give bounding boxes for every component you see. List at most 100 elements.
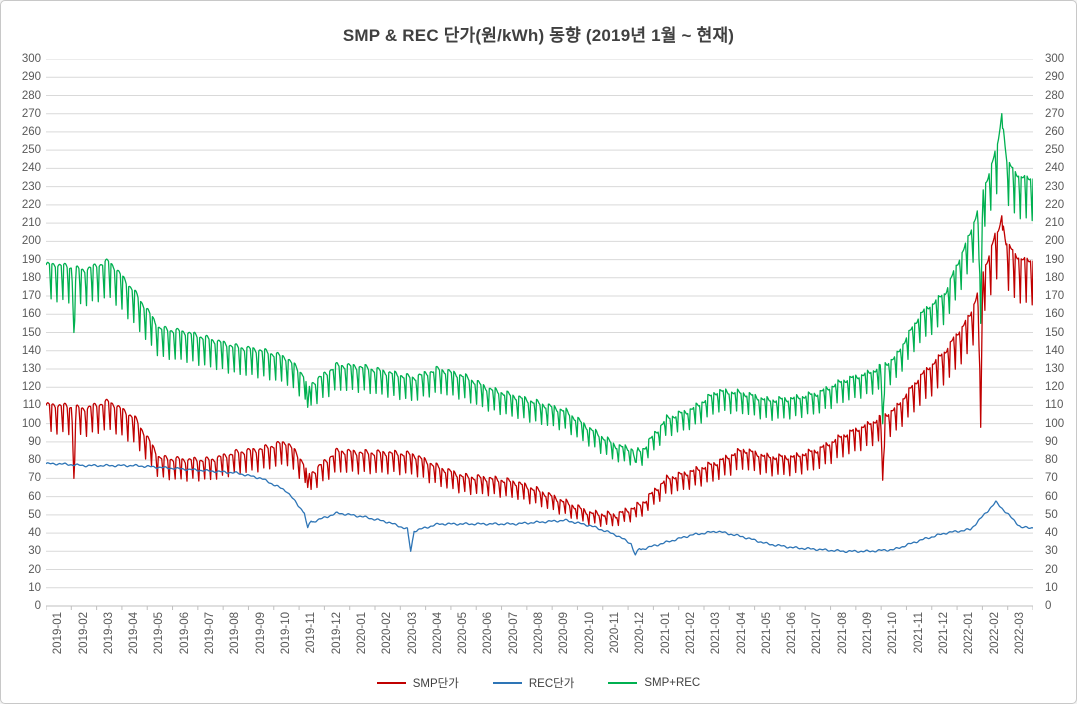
y-axis-tick-label-left: 0 bbox=[34, 600, 41, 612]
y-axis-tick-label-left: 210 bbox=[21, 217, 41, 230]
x-axis-tick-label: 2020-05 bbox=[457, 612, 470, 655]
x-axis-tick-label: 2019-10 bbox=[279, 612, 292, 655]
y-axis-tick-label-right: 160 bbox=[1045, 308, 1065, 321]
y-axis-tick-label-right: 240 bbox=[1045, 162, 1065, 175]
legend-label: SMP+REC bbox=[644, 677, 701, 689]
y-axis-tick-label-left: 300 bbox=[21, 53, 41, 65]
x-axis-tick-label: 2021-09 bbox=[862, 612, 874, 655]
y-axis-tick-label-left: 120 bbox=[21, 381, 41, 394]
x-axis-tick-label: 2019-09 bbox=[254, 612, 267, 655]
series-line-SMP단가 bbox=[46, 215, 1033, 527]
y-axis-tick-label-left: 200 bbox=[21, 235, 41, 248]
y-axis-tick-label-right: 110 bbox=[1045, 399, 1064, 412]
y-axis-tick-label-right: 300 bbox=[1045, 53, 1065, 65]
y-axis-tick-label-right: 200 bbox=[1045, 235, 1065, 248]
x-axis-tick-label: 2022-02 bbox=[988, 612, 1001, 655]
x-axis-tick-label: 2021-05 bbox=[760, 612, 773, 655]
y-axis-tick-label-left: 20 bbox=[28, 563, 41, 576]
y-axis-tick-label-left: 140 bbox=[21, 344, 41, 357]
y-axis-tick-label-left: 150 bbox=[21, 326, 41, 339]
x-axis-tick-label: 2020-12 bbox=[634, 612, 647, 655]
y-axis-tick-label-right: 280 bbox=[1045, 89, 1065, 102]
x-axis-tick-label: 2020-02 bbox=[381, 612, 394, 655]
x-axis-tick-label: 2021-06 bbox=[786, 612, 799, 655]
legend: SMP단가 REC단가 SMP+REC bbox=[1, 675, 1076, 691]
y-axis-tick-label-left: 80 bbox=[28, 454, 41, 467]
y-axis-tick-label-right: 90 bbox=[1045, 435, 1058, 448]
series-line-SMP+REC bbox=[46, 113, 1033, 466]
y-axis-tick-label-left: 250 bbox=[21, 144, 41, 157]
y-axis-tick-label-left: 220 bbox=[21, 198, 41, 211]
x-axis-tick-label: 2019-08 bbox=[229, 612, 242, 655]
y-axis-tick-label-right: 270 bbox=[1045, 107, 1065, 120]
x-axis-tick-label: 2019-03 bbox=[102, 612, 115, 655]
x-axis-tick-label: 2021-10 bbox=[887, 612, 900, 655]
y-axis-tick-label-left: 160 bbox=[21, 308, 41, 321]
x-axis-tick-label: 2021-11 bbox=[912, 612, 925, 654]
legend-swatch bbox=[608, 682, 638, 684]
y-axis-tick-label-left: 270 bbox=[21, 107, 41, 120]
y-axis-tick-label-right: 80 bbox=[1045, 454, 1058, 467]
x-axis-tick-label: 2020-01 bbox=[355, 612, 368, 655]
y-axis-tick-label-right: 20 bbox=[1045, 563, 1058, 576]
y-axis-tick-label-left: 30 bbox=[28, 545, 41, 558]
x-axis-tick-label: 2021-07 bbox=[811, 612, 824, 655]
y-axis-tick-label-left: 170 bbox=[21, 290, 41, 302]
x-axis-tick-label: 2020-07 bbox=[507, 612, 520, 655]
x-axis-tick-label: 2021-08 bbox=[836, 612, 849, 655]
x-axis-tick-label: 2021-03 bbox=[710, 612, 723, 655]
y-axis-tick-label-left: 10 bbox=[28, 581, 41, 594]
y-axis-tick-label-left: 60 bbox=[28, 490, 41, 503]
x-axis-tick-label: 2020-04 bbox=[431, 612, 444, 655]
y-axis-tick-label-left: 100 bbox=[21, 417, 41, 430]
x-axis-tick-label: 2020-06 bbox=[482, 612, 495, 655]
legend-item-SMP+REC: SMP+REC bbox=[608, 677, 700, 689]
y-axis-tick-label-right: 150 bbox=[1045, 326, 1065, 339]
y-axis-tick-label-right: 60 bbox=[1045, 490, 1058, 503]
legend-label: SMP단가 bbox=[412, 678, 459, 690]
x-axis-tick-label: 2019-05 bbox=[153, 612, 166, 655]
y-axis-tick-label-right: 290 bbox=[1045, 71, 1065, 84]
y-axis-tick-label-left: 90 bbox=[28, 435, 41, 448]
y-axis-tick-label-left: 110 bbox=[22, 399, 41, 412]
x-axis-tick-label: 2020-03 bbox=[406, 612, 419, 655]
y-axis-tick-label-left: 260 bbox=[21, 125, 41, 138]
y-axis-tick-label-left: 50 bbox=[28, 508, 41, 521]
y-axis-tick-label-left: 280 bbox=[21, 89, 41, 102]
y-axis-tick-label-right: 140 bbox=[1045, 344, 1065, 357]
y-axis-tick-label-right: 10 bbox=[1045, 581, 1058, 594]
y-axis-tick-label-right: 120 bbox=[1045, 381, 1065, 394]
y-axis-tick-label-right: 130 bbox=[1045, 363, 1065, 375]
x-axis-tick-label: 2021-12 bbox=[937, 612, 950, 655]
legend-label: REC단가 bbox=[528, 678, 575, 690]
y-axis-tick-label-right: 210 bbox=[1045, 217, 1065, 230]
x-axis-tick-label: 2021-04 bbox=[735, 612, 748, 655]
x-axis-tick-label: 2020-09 bbox=[558, 612, 571, 655]
y-axis-tick-label-right: 40 bbox=[1045, 527, 1058, 540]
y-axis-tick-label-left: 230 bbox=[21, 180, 41, 193]
legend-swatch bbox=[376, 682, 406, 684]
y-axis-tick-label-right: 230 bbox=[1045, 180, 1065, 193]
x-axis-tick-label: 2021-02 bbox=[684, 612, 697, 655]
legend-swatch bbox=[492, 682, 522, 684]
y-axis-tick-label-left: 240 bbox=[21, 162, 41, 175]
x-axis-tick-label: 2022-01 bbox=[963, 612, 976, 655]
x-axis-tick-label: 2019-12 bbox=[330, 612, 343, 655]
x-axis-tick-label: 2022-03 bbox=[1013, 612, 1026, 655]
y-axis-tick-label-right: 180 bbox=[1045, 271, 1065, 284]
x-axis-tick-label: 2020-11 bbox=[608, 612, 621, 654]
x-axis-tick-label: 2020-08 bbox=[533, 612, 545, 655]
x-axis-tick-label: 2019-06 bbox=[178, 612, 191, 655]
y-axis-tick-label-left: 40 bbox=[28, 527, 41, 540]
y-axis-tick-label-left: 180 bbox=[21, 271, 41, 284]
legend-item-REC단가: REC단가 bbox=[492, 675, 575, 691]
y-axis-tick-label-right: 260 bbox=[1045, 125, 1065, 138]
x-axis-tick-label: 2019-11 bbox=[305, 612, 318, 654]
y-axis-tick-label-right: 70 bbox=[1045, 472, 1058, 485]
x-axis-tick-label: 2021-01 bbox=[659, 612, 672, 655]
plot-area bbox=[46, 59, 1033, 610]
y-axis-tick-label-left: 290 bbox=[21, 71, 41, 84]
y-axis-tick-label-left: 190 bbox=[21, 253, 41, 266]
y-axis-tick-label-right: 220 bbox=[1045, 198, 1065, 211]
